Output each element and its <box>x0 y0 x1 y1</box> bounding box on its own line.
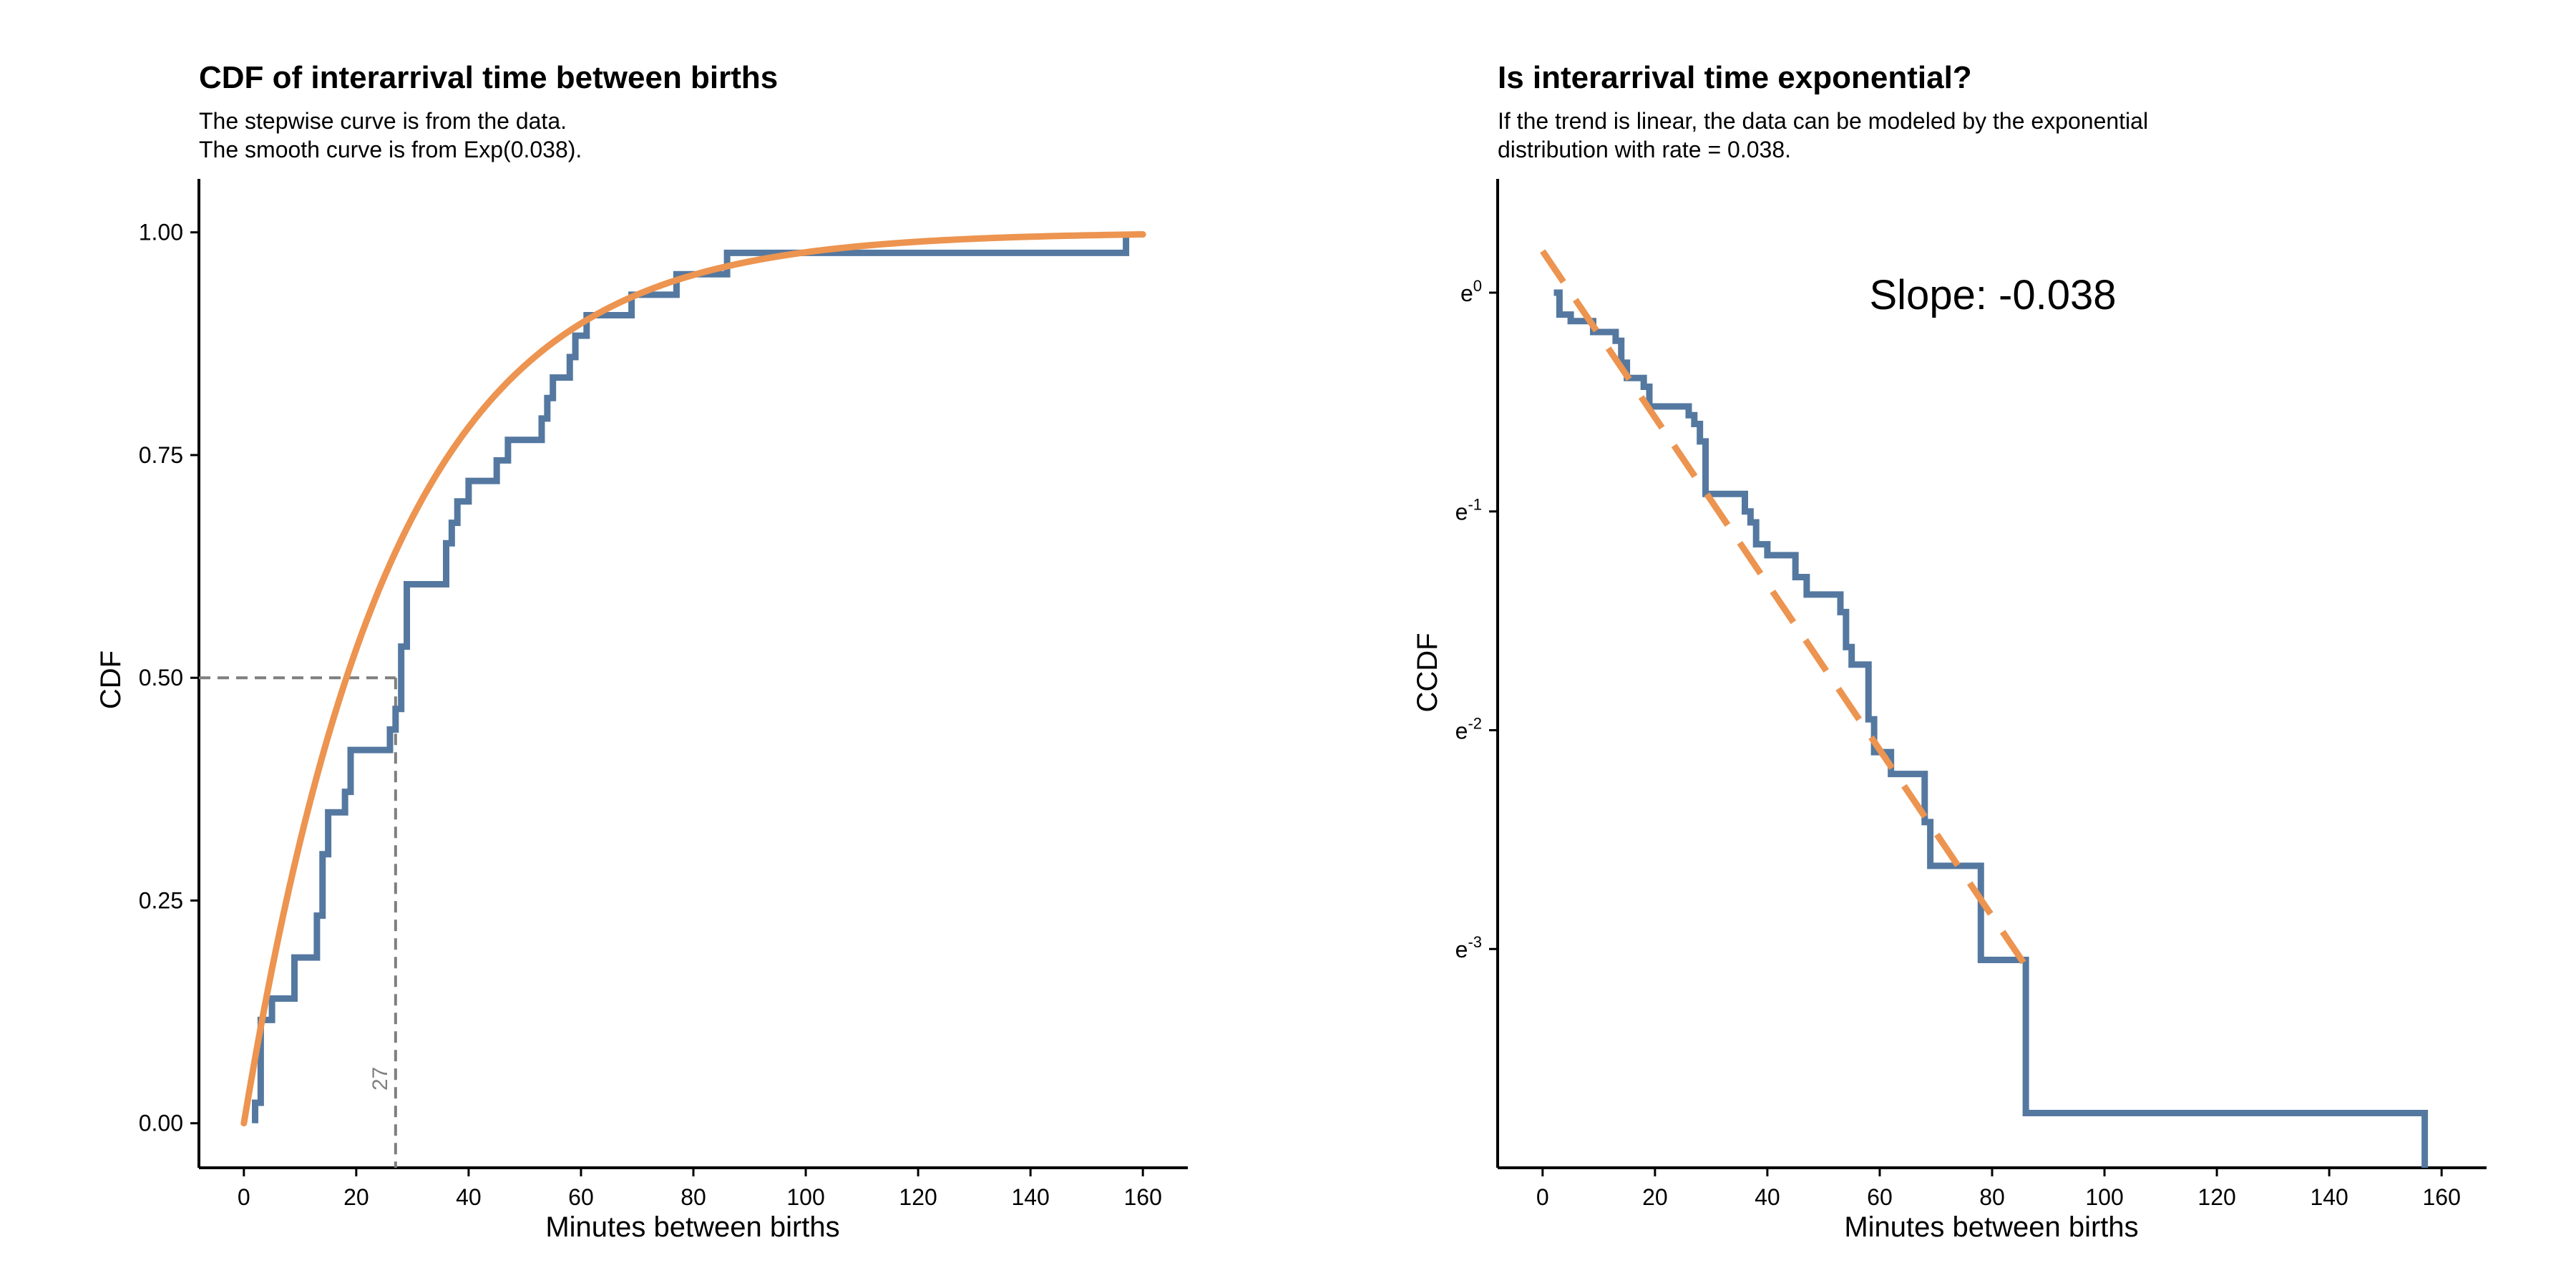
cdf-x-tick-label: 40 <box>456 1184 482 1210</box>
ccdf-fitted-dashed-line <box>1540 249 2029 968</box>
cdf-x-tick-label: 160 <box>1123 1184 1161 1210</box>
ccdf-x-tick-label: 40 <box>1755 1184 1780 1210</box>
ccdf-subtitle-line-2: distribution with rate = 0.038. <box>1498 137 1791 162</box>
ccdf-subtitle-line-1: If the trend is linear, the data can be … <box>1498 108 2148 134</box>
cdf-y-tick-label: 0.25 <box>139 887 183 913</box>
ccdf-x-tick-label: 0 <box>1536 1184 1549 1210</box>
cdf-x-tick-label: 140 <box>1011 1184 1049 1210</box>
ccdf-x-tick-label: 60 <box>1867 1184 1893 1210</box>
cdf-plot: 0 20 40 60 80 100 120 140 160 0.00 0.25 0.50 0.75 1.0… <box>139 179 1188 1210</box>
cdf-y-tick-label: 0.75 <box>139 442 183 468</box>
ccdf-y-tick-label: e-3 <box>1455 933 1482 962</box>
cdf-title: CDF of interarrival time between births <box>199 60 778 95</box>
cdf-x-axis-label: Minutes between births <box>545 1211 839 1243</box>
cdf-x-tick-label: 0 <box>238 1184 250 1210</box>
cdf-x-tick-label: 80 <box>680 1184 706 1210</box>
ccdf-slope-annotation: Slope: -0.038 <box>1869 272 2116 318</box>
cdf-y-tick-label: 0.50 <box>139 665 183 691</box>
ccdf-y-tick-label: e-1 <box>1455 496 1482 525</box>
cdf-x-tick-label: 60 <box>568 1184 594 1210</box>
ccdf-title: Is interarrival time exponential? <box>1498 60 1972 95</box>
ccdf-y-tick-label: e0 <box>1460 277 1482 306</box>
ccdf-x-tick-label: 140 <box>2310 1184 2348 1210</box>
cdf-exponential-curve <box>240 231 1146 1127</box>
ccdf-empirical-step-line <box>1553 289 2429 1168</box>
ccdf-x-tick-label: 100 <box>2085 1184 2123 1210</box>
cdf-y-tick-label: 1.00 <box>139 220 183 245</box>
cdf-x-tick-label: 20 <box>343 1184 369 1210</box>
cdf-y-axis-label: CDF <box>95 650 127 709</box>
ccdf-x-tick-label: 80 <box>1979 1184 2005 1210</box>
ccdf-plot: 0 20 40 60 80 100 120 140 160 e0 e-1 e-2 e-3 <box>1455 179 2487 1210</box>
cdf-median-value-label: 27 <box>369 1067 392 1091</box>
ccdf-x-tick-label: 120 <box>2197 1184 2235 1210</box>
ccdf-x-tick-label: 160 <box>2422 1184 2460 1210</box>
ccdf-panel: Is interarrival time exponential? If the… <box>1412 60 2487 1243</box>
cdf-x-tick-label: 100 <box>786 1184 824 1210</box>
ccdf-x-tick-label: 20 <box>1642 1184 1668 1210</box>
cdf-subtitle-line-1: The stepwise curve is from the data. <box>199 108 567 134</box>
cdf-x-tick-label: 120 <box>899 1184 937 1210</box>
ccdf-y-tick-label: e-2 <box>1455 714 1482 743</box>
cdf-panel: CDF of interarrival time between births … <box>95 60 1188 1243</box>
cdf-y-tick-label: 0.00 <box>139 1111 183 1136</box>
cdf-subtitle-line-2: The smooth curve is from Exp(0.038). <box>199 137 582 162</box>
ccdf-x-axis-label: Minutes between births <box>1844 1211 2138 1243</box>
ccdf-y-axis-label: CCDF <box>1412 633 1443 712</box>
cdf-empirical-step-line <box>252 232 1130 1123</box>
